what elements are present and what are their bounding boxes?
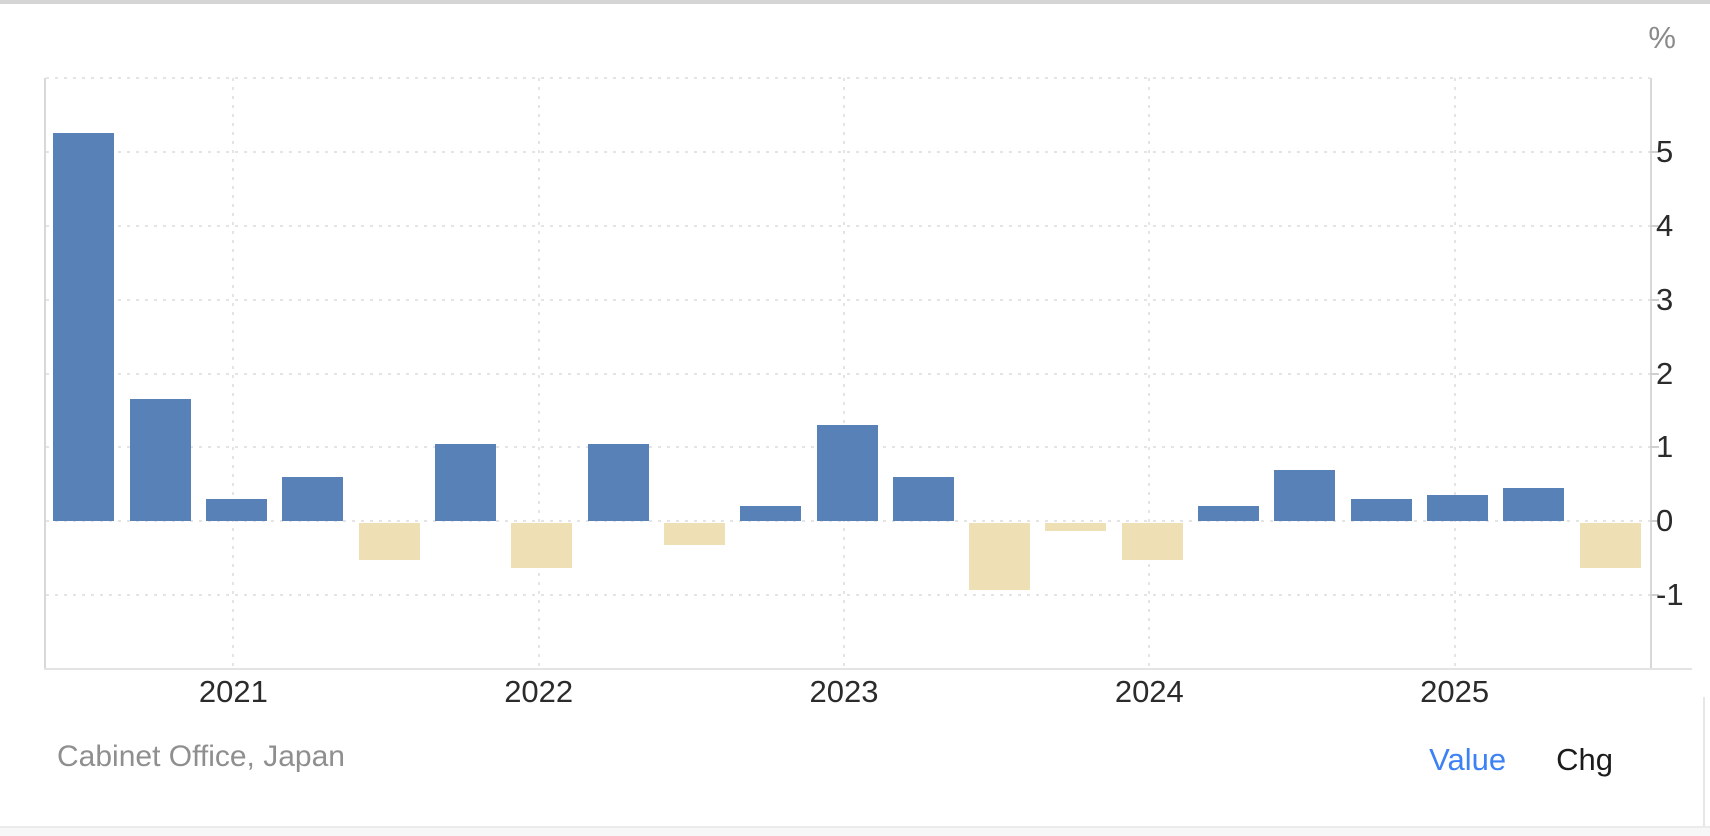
bar-2021-q3 — [358, 523, 420, 561]
y-axis-unit-label: % — [1648, 20, 1676, 55]
x-axis-label-2024: 2024 — [1114, 674, 1184, 709]
y-axis-tick-2 — [1650, 372, 1659, 375]
y-axis-label--1: -1 — [1656, 577, 1684, 613]
v-gridline-2024 — [1148, 78, 1151, 669]
bar-2025-q1 — [1427, 495, 1489, 522]
bar-2023-q4 — [1045, 523, 1107, 531]
chg-toggle-link[interactable]: Chg — [1556, 742, 1613, 777]
x-axis-label-2025: 2025 — [1420, 674, 1490, 709]
x-axis-label-2021: 2021 — [198, 674, 268, 709]
right-edge-divider — [1703, 697, 1705, 836]
v-gridline-2021 — [232, 78, 235, 669]
y-axis-tick--1 — [1650, 594, 1659, 597]
y-axis-label-5: 5 — [1656, 133, 1674, 169]
y-axis-label-1: 1 — [1656, 429, 1674, 465]
bar-2021-q1 — [205, 499, 267, 522]
h-gridline-5 — [46, 150, 1650, 153]
bar-2020-q3 — [53, 133, 115, 522]
y-axis-label-0: 0 — [1656, 503, 1674, 539]
y-axis-label-3: 3 — [1656, 281, 1674, 317]
bar-2022-q4 — [740, 506, 802, 522]
bar-2023-q3 — [969, 523, 1031, 590]
y-axis-label-2: 2 — [1656, 355, 1674, 391]
bar-2022-q2 — [587, 443, 649, 522]
h-gridline-3 — [46, 298, 1650, 301]
bar-2021-q2 — [282, 476, 344, 522]
h-gridline-6 — [46, 77, 1650, 79]
y-axis-tick-1 — [1650, 446, 1659, 449]
v-gridline-2025 — [1453, 78, 1456, 669]
h-gridline-0 — [46, 520, 1650, 523]
bar-2022-q1 — [511, 523, 573, 568]
bar-2021-q4 — [434, 443, 496, 522]
y-axis-label-4: 4 — [1656, 207, 1674, 243]
v-gridline-2023 — [843, 78, 845, 669]
bar-2023-q2 — [892, 476, 954, 522]
bar-2024-q3 — [1274, 469, 1336, 522]
bar-2025-q2 — [1503, 488, 1565, 522]
y-axis-tick-5 — [1650, 150, 1659, 153]
bar-2023-q1 — [816, 425, 878, 522]
x-axis-label-2023: 2023 — [809, 674, 879, 709]
x-axis-label-2022: 2022 — [504, 674, 574, 709]
top-window-strip — [0, 0, 1710, 4]
bar-2024-q2 — [1198, 506, 1260, 522]
y-axis-tick-0 — [1650, 520, 1659, 523]
bar-2024-q1 — [1121, 523, 1183, 561]
chart-plot-area — [44, 77, 1652, 669]
value-toggle-link[interactable]: Value — [1429, 742, 1507, 777]
bar-2020-q4 — [129, 399, 191, 522]
bottom-window-strip — [0, 826, 1710, 836]
h-gridline-2 — [46, 372, 1650, 375]
h-gridline-4 — [46, 224, 1650, 227]
y-axis-tick-3 — [1650, 298, 1659, 301]
series-toggle-footer: Value Chg — [1429, 742, 1613, 778]
bar-2024-q4 — [1350, 499, 1412, 522]
x-axis-line — [44, 668, 1692, 670]
bar-2022-q3 — [663, 523, 725, 546]
v-gridline-2022 — [537, 78, 540, 669]
source-label: Cabinet Office, Japan — [57, 740, 345, 773]
bar-2025-q3 — [1579, 523, 1641, 568]
h-gridline--1 — [46, 594, 1650, 597]
y-axis-tick-4 — [1650, 224, 1659, 227]
